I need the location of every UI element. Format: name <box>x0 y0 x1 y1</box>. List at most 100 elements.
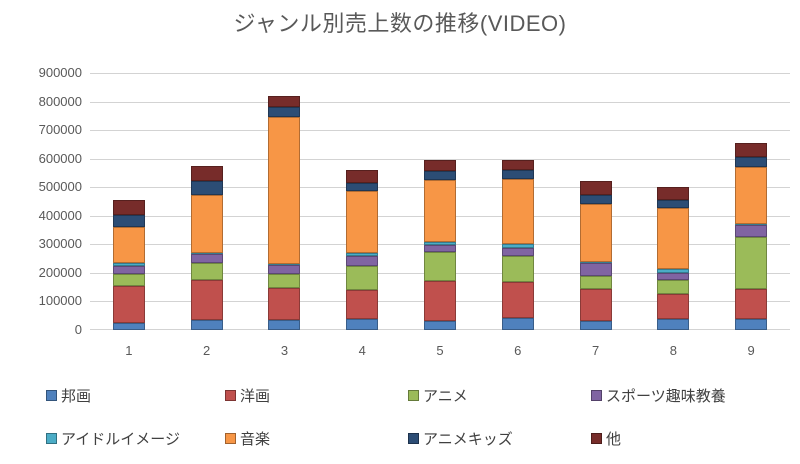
legend-item: スポーツ趣味教養 <box>591 385 770 406</box>
bar-segment <box>735 157 768 168</box>
bar-slot-1 <box>90 73 168 330</box>
bar-segment <box>190 280 223 321</box>
bar-segment <box>424 159 457 172</box>
legend-swatch-icon <box>225 390 236 401</box>
legend-item: 他 <box>591 428 770 449</box>
legend-swatch-icon <box>408 390 419 401</box>
legend-label: 洋画 <box>240 388 271 405</box>
bar-segment <box>579 180 612 195</box>
stacked-bar-4 <box>346 73 379 330</box>
bar-segment <box>346 252 379 257</box>
bar-slot-4 <box>323 73 401 330</box>
bar-slot-3 <box>246 73 324 330</box>
gridline <box>90 73 790 74</box>
bar-segment <box>190 262 223 281</box>
bar-segment <box>579 263 612 277</box>
legend-label: 音楽 <box>240 431 271 448</box>
bar-segment <box>501 282 534 318</box>
y-axis-tick-label: 400000 <box>38 207 82 223</box>
legend-item: 音楽 <box>225 428 408 449</box>
stacked-bar-3 <box>268 73 301 330</box>
bar-segment <box>735 237 768 289</box>
bar-segment <box>579 289 612 321</box>
x-axis-tick-label: 7 <box>591 343 600 358</box>
stacked-bar-7 <box>579 73 612 330</box>
bar-segment <box>424 179 457 242</box>
stacked-bar-6 <box>501 73 534 330</box>
plot-area <box>90 73 790 330</box>
legend-swatch-icon <box>408 433 419 444</box>
legend-item: 洋画 <box>225 385 408 406</box>
x-axis-tick-label: 5 <box>436 343 444 358</box>
bar-segment <box>735 288 768 320</box>
stacked-bar-8 <box>657 73 690 330</box>
bar-segment <box>190 166 223 182</box>
x-axis-tick-label: 9 <box>747 343 755 358</box>
bar-segment <box>501 244 534 248</box>
bar-segment <box>190 253 223 255</box>
bar-segment <box>190 320 223 330</box>
x-axis-tick-label: 4 <box>358 343 366 358</box>
bar-segment <box>424 280 457 321</box>
y-axis-tick-label: 100000 <box>38 293 82 309</box>
bar-segment <box>346 256 379 267</box>
bar-segment <box>657 273 690 280</box>
x-axis-tick-label: 1 <box>125 343 133 358</box>
y-axis-tick-label: 700000 <box>38 122 82 138</box>
legend: 邦画 洋画 アニメ スポーツ趣味教養アイドルイメージ 音楽 アニメキッズ 他 <box>46 385 770 449</box>
legend-swatch-icon <box>46 390 57 401</box>
legend-swatch-icon <box>591 390 602 401</box>
stacked-bar-9 <box>735 73 768 330</box>
bar-segment <box>112 200 145 216</box>
bar-segment <box>579 261 612 264</box>
legend-label: アイドルイメージ <box>61 431 180 448</box>
bar-segment <box>657 269 690 274</box>
y-axis-tick-label: 600000 <box>38 150 82 166</box>
bar-segment <box>657 294 690 320</box>
bar-segment <box>657 319 690 330</box>
bar-slot-9 <box>712 73 790 330</box>
y-axis-tick-label: 900000 <box>38 65 82 80</box>
legend-label: アニメ <box>423 388 468 405</box>
stacked-bar-5 <box>424 73 457 330</box>
bar-segment <box>501 179 534 245</box>
bar-segment <box>112 215 145 227</box>
bar-segment <box>268 288 301 321</box>
bar-segment <box>268 263 301 266</box>
bar-segment <box>190 254 223 263</box>
x-axis-tick-label: 3 <box>280 343 289 358</box>
bar-slot-7 <box>557 73 635 330</box>
legend-item: 邦画 <box>46 385 225 406</box>
legend-item: アニメキッズ <box>408 428 591 449</box>
legend-label: アニメキッズ <box>423 431 513 448</box>
bar-slot-8 <box>634 73 712 330</box>
bar-slot-6 <box>479 73 557 330</box>
bar-segment <box>657 186 690 201</box>
y-axis-tick-label: 300000 <box>38 236 82 252</box>
bar-segment <box>735 143 768 158</box>
bar-segment <box>501 255 534 283</box>
bar-segment <box>268 320 301 330</box>
bar-segment <box>268 106 301 117</box>
bar-segment <box>424 245 457 253</box>
bar-segment <box>346 190 379 253</box>
bar-segment <box>112 285 145 323</box>
bar-segment <box>346 169 379 184</box>
bar-segment <box>501 247 534 256</box>
stacked-bar-2 <box>190 73 223 330</box>
bar-segment <box>579 194 612 204</box>
bar-segment <box>112 322 145 330</box>
legend-label: 邦画 <box>61 388 92 405</box>
legend-swatch-icon <box>591 433 602 444</box>
bar-segment <box>268 95 301 107</box>
bar-segment <box>424 252 457 281</box>
bar-segment <box>268 116 301 264</box>
bar-segment <box>190 194 223 254</box>
bar-segment <box>501 159 534 171</box>
gridline <box>90 158 790 160</box>
legend-label: 他 <box>606 431 622 448</box>
bar-segment <box>735 167 768 224</box>
legend-label: スポーツ趣味教養 <box>606 388 726 405</box>
y-axis-tick-label: 200000 <box>38 264 82 280</box>
x-axis-tick-label: 8 <box>669 343 677 358</box>
